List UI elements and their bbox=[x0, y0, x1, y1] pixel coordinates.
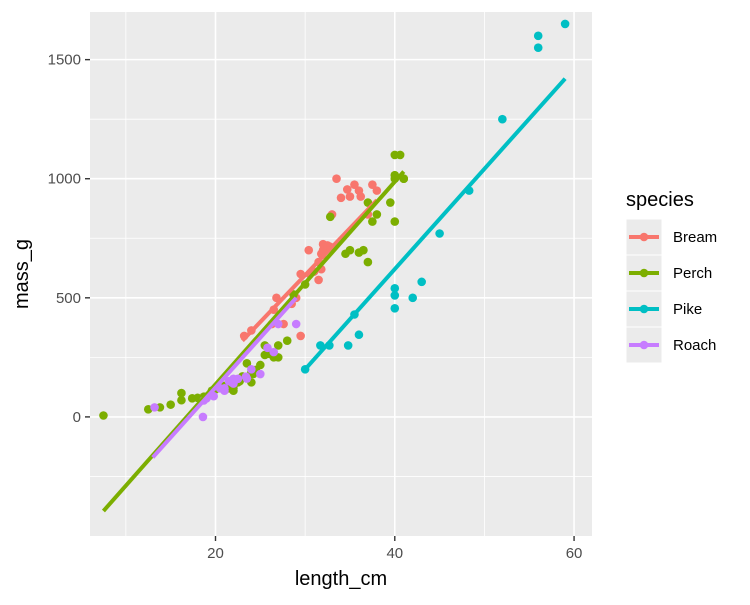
data-point bbox=[343, 341, 353, 350]
y-tick-label: 1500 bbox=[48, 52, 81, 69]
data-point bbox=[368, 217, 377, 226]
data-point bbox=[336, 193, 346, 203]
data-point bbox=[560, 19, 570, 29]
data-point bbox=[368, 180, 377, 189]
data-point bbox=[242, 359, 252, 368]
data-point bbox=[417, 277, 426, 287]
data-point bbox=[390, 291, 400, 300]
data-point bbox=[99, 411, 108, 420]
data-point bbox=[198, 412, 208, 422]
y-tick-label: 1000 bbox=[48, 171, 81, 188]
fit-line-roach bbox=[151, 296, 298, 459]
data-point bbox=[233, 374, 243, 384]
data-point bbox=[220, 384, 229, 393]
data-point bbox=[390, 303, 400, 313]
data-point bbox=[304, 245, 314, 255]
regression-lines bbox=[101, 77, 567, 513]
x-tick-label: 60 bbox=[566, 545, 583, 562]
legend-item-bream: Bream bbox=[625, 218, 717, 256]
data-point bbox=[263, 343, 272, 353]
x-axis-label: length_cm bbox=[295, 568, 387, 590]
legend-key-point bbox=[639, 304, 649, 314]
data-point bbox=[291, 319, 301, 329]
data-point bbox=[282, 336, 292, 345]
data-point bbox=[390, 217, 400, 226]
data-point bbox=[256, 369, 265, 379]
data-point bbox=[177, 395, 186, 405]
data-point bbox=[325, 212, 335, 222]
legend-item-pike: Pike bbox=[625, 290, 702, 328]
y-axis-ticks: 0 500 1000 1500 bbox=[48, 52, 90, 426]
data-point bbox=[273, 341, 283, 350]
data-point bbox=[356, 192, 366, 201]
legend-item-perch: Perch bbox=[625, 254, 712, 292]
major-gridlines bbox=[90, 12, 592, 536]
data-point bbox=[342, 185, 352, 194]
data-point bbox=[296, 331, 305, 341]
data-point bbox=[354, 330, 364, 340]
data-point bbox=[533, 43, 543, 53]
data-point bbox=[533, 31, 543, 41]
data-point bbox=[177, 388, 186, 398]
y-tick-label: 500 bbox=[56, 290, 81, 307]
y-axis-label: mass_g bbox=[11, 239, 33, 309]
data-point bbox=[150, 403, 159, 412]
data-point bbox=[166, 400, 175, 409]
data-point bbox=[372, 186, 382, 195]
data-point bbox=[435, 229, 444, 238]
data-point bbox=[363, 257, 373, 267]
legend-key-point bbox=[639, 268, 649, 278]
data-point bbox=[372, 210, 382, 219]
data-point bbox=[269, 347, 279, 357]
data-points bbox=[99, 19, 570, 422]
data-point bbox=[390, 283, 400, 293]
data-point bbox=[408, 293, 418, 303]
data-point bbox=[242, 374, 252, 383]
data-point bbox=[498, 114, 507, 124]
data-point bbox=[345, 192, 355, 201]
legend-label: Bream bbox=[673, 229, 717, 246]
legend-label: Roach bbox=[673, 337, 716, 354]
data-point bbox=[247, 364, 256, 374]
legend-label: Pike bbox=[673, 301, 702, 318]
x-tick-label: 40 bbox=[386, 545, 403, 562]
x-tick-label: 20 bbox=[207, 545, 224, 562]
legend-title: species bbox=[626, 189, 694, 211]
data-point bbox=[350, 180, 359, 189]
x-axis-ticks: 20 40 60 bbox=[207, 536, 582, 562]
data-point bbox=[345, 245, 355, 255]
fit-line-pike bbox=[303, 77, 567, 371]
data-point bbox=[256, 360, 265, 370]
legend-item-roach: Roach bbox=[625, 326, 716, 364]
legend-label: Perch bbox=[673, 265, 712, 282]
data-point bbox=[386, 198, 395, 207]
fit-line-bream bbox=[240, 198, 379, 343]
data-point bbox=[314, 275, 323, 285]
data-point bbox=[354, 248, 364, 257]
y-tick-label: 0 bbox=[73, 409, 81, 426]
legend-key-point bbox=[639, 232, 649, 242]
data-point bbox=[332, 174, 341, 184]
data-point bbox=[395, 150, 405, 160]
legend-key-point bbox=[639, 340, 649, 350]
legend: species Bream Perch Pike Roach bbox=[625, 189, 717, 364]
plot-panel bbox=[90, 12, 592, 536]
